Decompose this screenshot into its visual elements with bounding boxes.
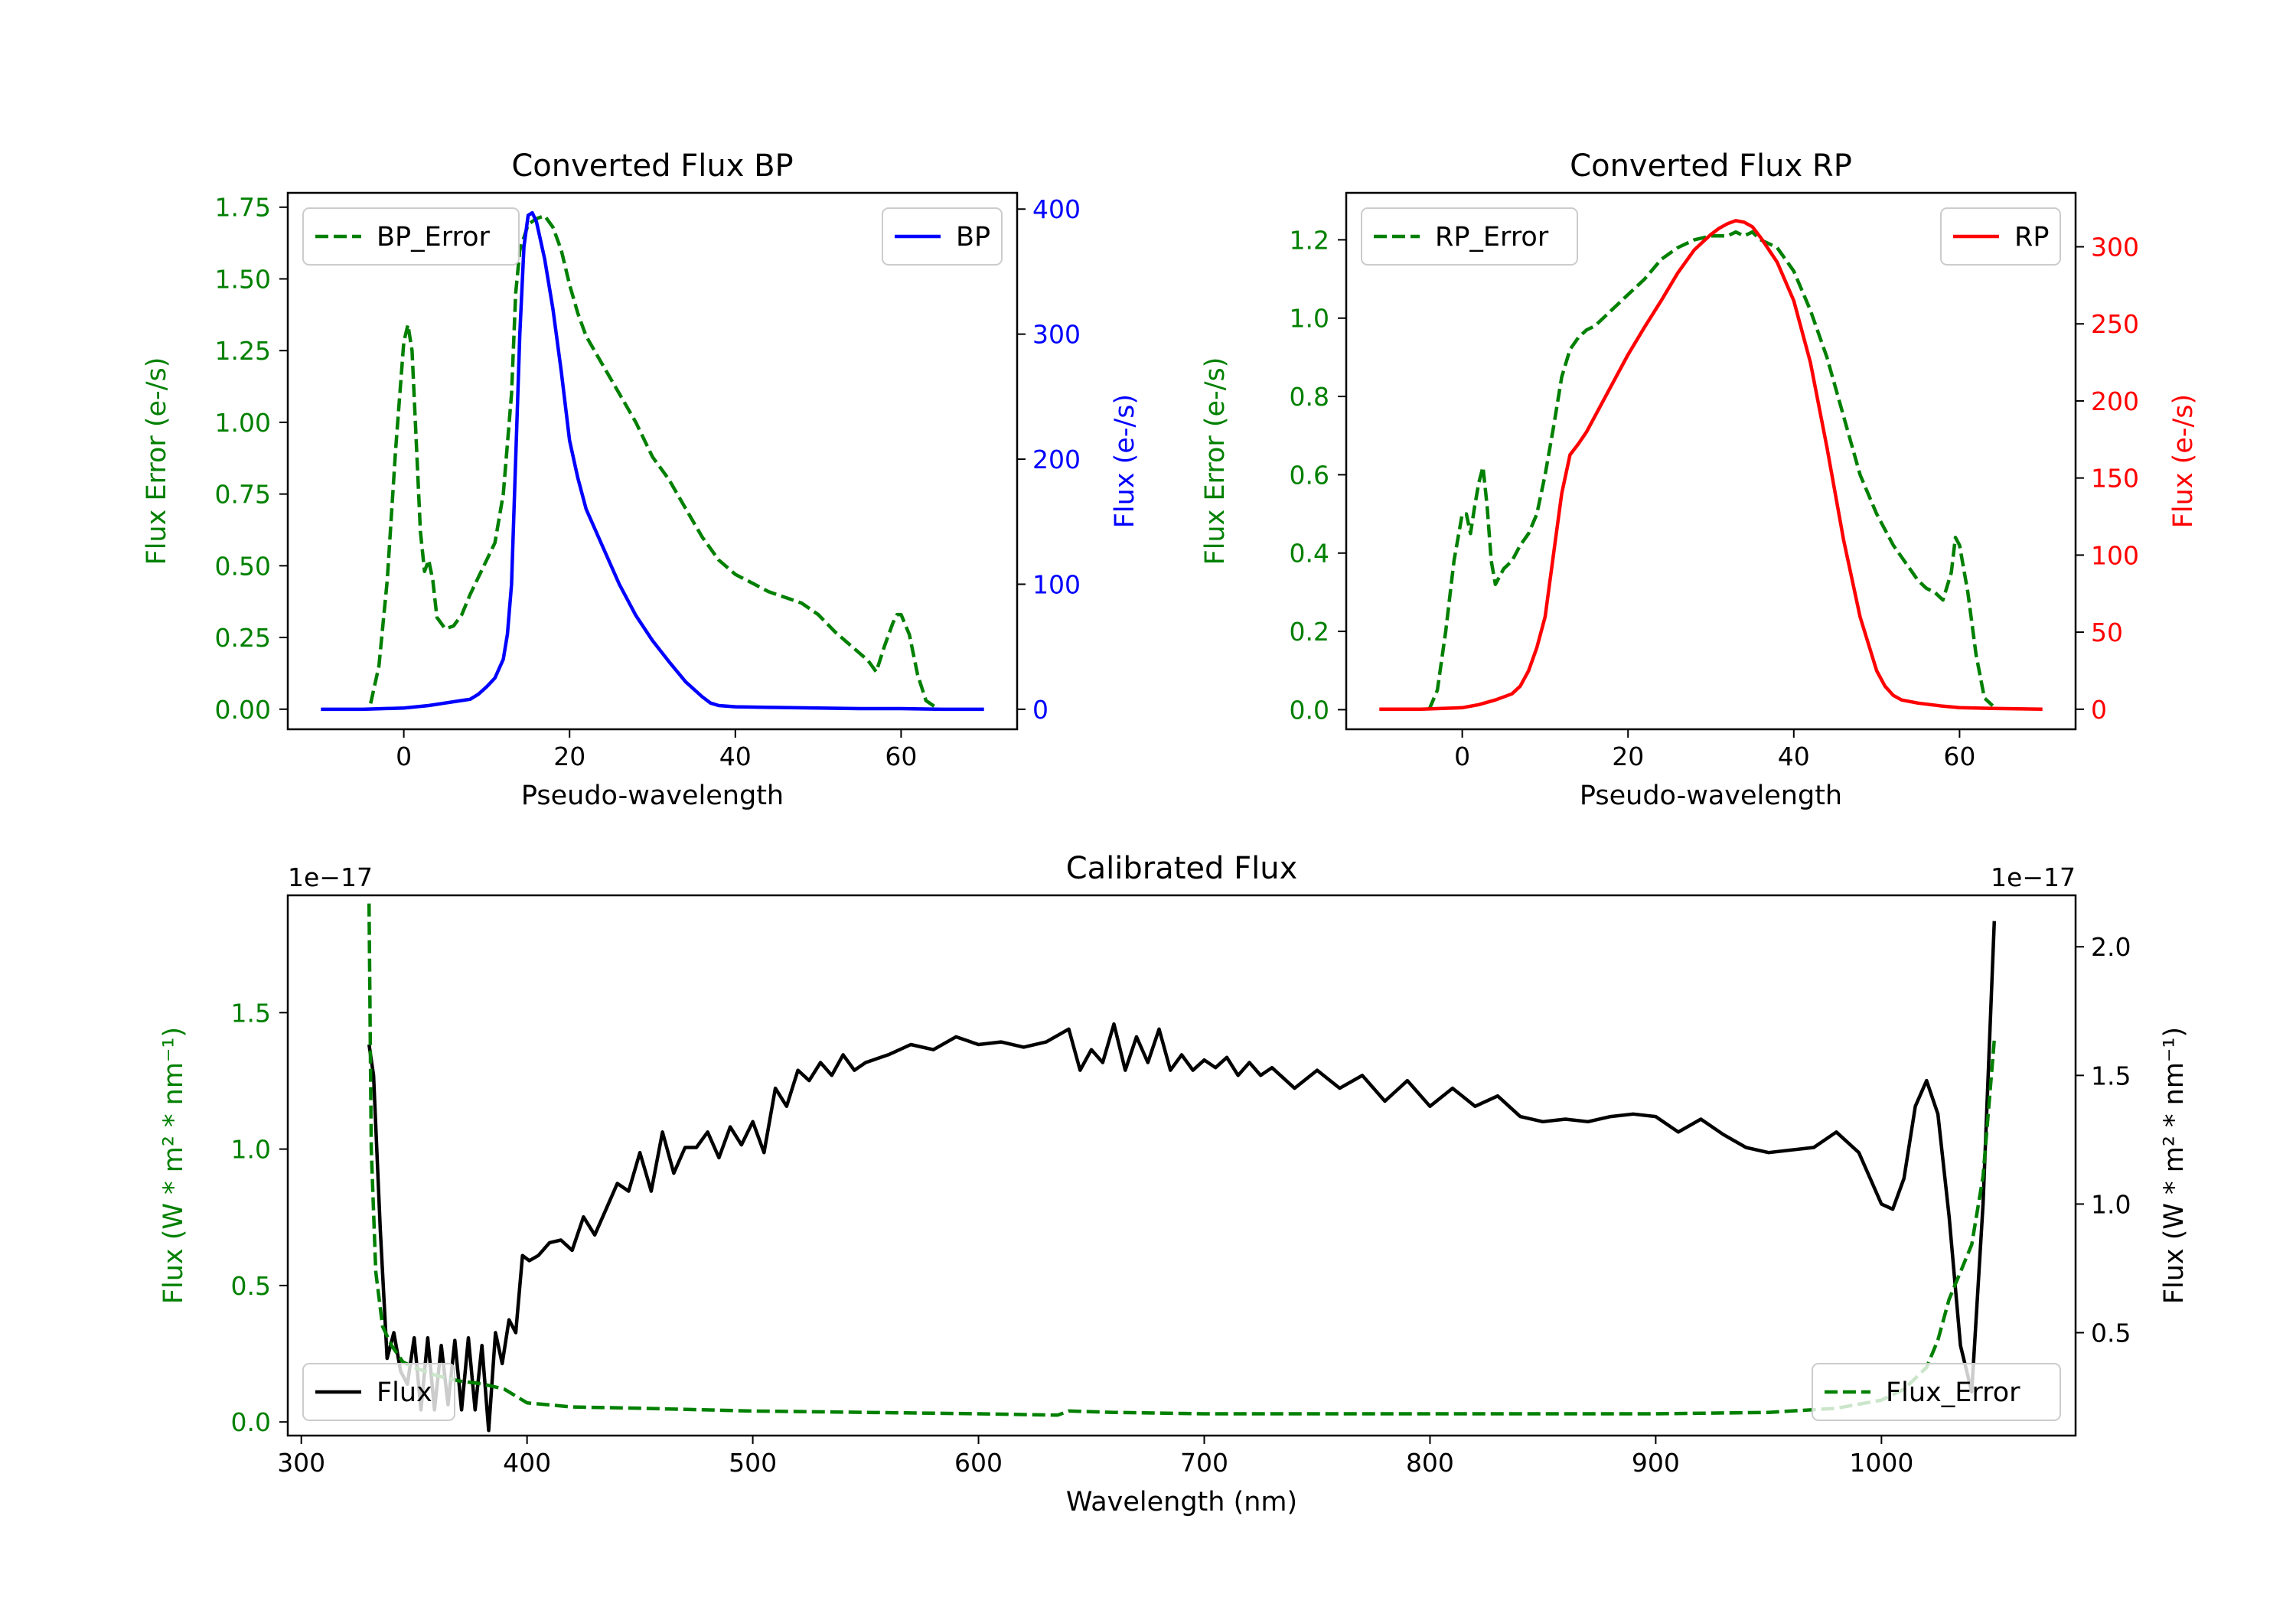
y-right-offset-label: 1e−17 xyxy=(1991,862,2076,892)
y-right-tick-label: 200 xyxy=(1032,445,1081,474)
x-tick-label: 0 xyxy=(396,742,412,771)
y-right-tick-label: 100 xyxy=(2091,540,2139,570)
y-left-tick-label: 0.50 xyxy=(215,551,271,581)
legend-label: Flux_Error xyxy=(1886,1377,2020,1408)
x-axis-label: Pseudo-wavelength xyxy=(1580,781,1842,811)
series-bp-line xyxy=(321,210,984,712)
y-left-tick-label: 0.25 xyxy=(215,623,271,653)
legend-box xyxy=(882,207,1003,266)
legend-label: BP xyxy=(956,222,990,253)
chart-title: Converted Flux RP xyxy=(1570,148,1852,184)
y-left-tick-label: 0.8 xyxy=(1290,382,1329,412)
x-tick-label: 20 xyxy=(1612,742,1644,771)
x-tick-label: 400 xyxy=(503,1448,551,1478)
axes-frame xyxy=(286,191,1019,731)
y-left-tick-label: 0.0 xyxy=(231,1407,271,1437)
bp-chart: 0 20 40 60 0.00 0.25 0.50 0.75 1.00 1.25 1.50 1.75 0… xyxy=(142,148,1140,811)
y-right-axis-label: Flux (e-/s) xyxy=(2168,394,2199,528)
y-right-tick-label: 250 xyxy=(2091,309,2139,339)
y-right-tick-label: 0.5 xyxy=(2091,1319,2131,1348)
y-left-offset-label: 1e−17 xyxy=(288,862,373,892)
y-left-tick-label: 1.75 xyxy=(215,193,271,223)
calibrated-chart: 300 400 500 600 700 800 900 1000 0.0 0.5 1.0 1.5 0.5… xyxy=(158,851,2190,1517)
y-right-tick-label: 300 xyxy=(1032,320,1081,350)
legend-label: BP_Error xyxy=(377,222,491,253)
x-tick-label: 300 xyxy=(277,1448,325,1478)
y-left-tick-label: 1.00 xyxy=(215,408,271,438)
y-right-tick-label: 100 xyxy=(1032,569,1081,599)
x-tick-label: 700 xyxy=(1180,1448,1228,1478)
legend-box xyxy=(1812,1363,2061,1421)
y-left-axis-label: Flux Error (e-/s) xyxy=(1200,357,1231,566)
axes-frame xyxy=(286,894,2077,1437)
y-right-tick-label: 0 xyxy=(2091,695,2107,725)
legend-box xyxy=(302,1363,455,1421)
rp-chart: 0 20 40 60 0.0 0.2 0.4 0.6 0.8 1.0 1.2 0 50 100 150 200… xyxy=(1200,148,2199,811)
x-tick-label: 800 xyxy=(1406,1448,1454,1478)
y-left-tick-label: 0.5 xyxy=(231,1271,271,1301)
legend-label: RP xyxy=(2014,222,2049,253)
series-rp-line xyxy=(1379,219,2043,712)
y-left-tick-label: 1.5 xyxy=(231,998,271,1028)
y-left-tick-label: 1.0 xyxy=(231,1135,271,1165)
chart-title: Calibrated Flux xyxy=(1066,851,1298,886)
x-tick-label: 0 xyxy=(1454,742,1470,771)
y-left-tick-label: 0.4 xyxy=(1290,539,1329,569)
legend-box xyxy=(1940,207,2061,266)
legend-box xyxy=(1361,207,1578,266)
y-left-tick-label: 0.00 xyxy=(215,695,271,725)
y-right-tick-label: 1.5 xyxy=(2091,1061,2131,1090)
y-right-tick-label: 50 xyxy=(2091,618,2123,647)
series-rp-error-line xyxy=(1427,230,1994,711)
y-left-axis-label: Flux (W * m² * nm⁻¹) xyxy=(158,1027,189,1304)
y-right-tick-label: 150 xyxy=(2091,464,2139,494)
x-tick-label: 60 xyxy=(885,742,917,771)
y-left-tick-label: 0.0 xyxy=(1290,695,1329,725)
series-bp-error-line xyxy=(369,214,935,708)
x-tick-label: 40 xyxy=(1778,742,1810,771)
y-right-tick-label: 200 xyxy=(2091,386,2139,416)
x-tick-label: 600 xyxy=(954,1448,1003,1478)
series-flux-error-line xyxy=(367,903,1997,1417)
y-left-tick-label: 1.25 xyxy=(215,336,271,366)
x-tick-label: 60 xyxy=(1943,742,1975,771)
y-right-tick-label: 1.0 xyxy=(2091,1189,2131,1219)
legend-label: RP_Error xyxy=(1435,222,1549,253)
y-left-tick-label: 0.6 xyxy=(1290,460,1329,490)
y-right-tick-label: 2.0 xyxy=(2091,932,2131,962)
x-tick-label: 1000 xyxy=(1849,1448,1913,1478)
y-left-tick-label: 1.50 xyxy=(215,264,271,294)
y-right-axis-label: Flux (W * m² * nm⁻¹) xyxy=(2159,1027,2190,1304)
y-left-tick-label: 0.2 xyxy=(1290,617,1329,647)
y-left-tick-label: 1.0 xyxy=(1290,304,1329,334)
legend-box xyxy=(302,207,520,266)
y-right-axis-label: Flux (e-/s) xyxy=(1110,394,1140,528)
x-tick-label: 500 xyxy=(729,1448,777,1478)
legend-label: Flux xyxy=(377,1377,432,1408)
series-flux-line xyxy=(367,921,1997,1433)
y-right-tick-label: 300 xyxy=(2091,233,2139,262)
y-right-tick-label: 0 xyxy=(1032,695,1049,725)
x-axis-label: Wavelength (nm) xyxy=(1066,1487,1297,1517)
x-axis-label: Pseudo-wavelength xyxy=(521,781,784,811)
x-tick-label: 40 xyxy=(719,742,752,771)
chart-title: Converted Flux BP xyxy=(511,148,793,184)
axes-frame xyxy=(1345,191,2077,731)
y-left-tick-label: 0.75 xyxy=(215,480,271,510)
y-left-axis-label: Flux Error (e-/s) xyxy=(142,357,172,566)
x-tick-label: 20 xyxy=(553,742,585,771)
y-right-tick-label: 400 xyxy=(1032,194,1081,224)
x-tick-label: 900 xyxy=(1632,1448,1680,1478)
y-left-tick-label: 1.2 xyxy=(1290,225,1329,255)
